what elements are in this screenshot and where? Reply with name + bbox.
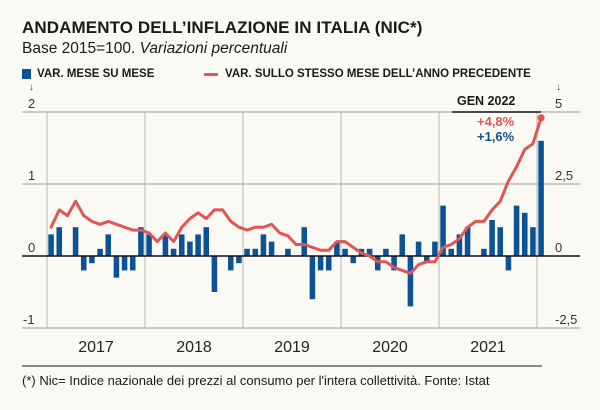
right-tick-label: 0 (555, 240, 563, 255)
bar (121, 256, 128, 271)
chart-subtitle: Base 2015=100. Variazioni percentuali (22, 40, 287, 58)
bar (415, 241, 422, 256)
bar (97, 248, 103, 256)
bar (227, 256, 234, 271)
bar (195, 234, 201, 256)
footnote: (*) Nic= Indice nazionale dei prezzi al … (22, 373, 490, 388)
legend-swatch-line-icon (204, 72, 218, 76)
bar (366, 248, 373, 256)
chart-title: ANDAMENTO DELL’INFLAZIONE IN ITALIA (NIC… (22, 18, 423, 37)
legend-item-yoy: VAR. SULLO STESSO MESE DELL’ANNO PRECEDE… (204, 68, 531, 80)
bar (203, 227, 210, 256)
yoy-endpoint-marker (537, 114, 545, 122)
right-tick-label: 2,5 (555, 168, 574, 183)
bar (383, 248, 389, 256)
bar (48, 234, 54, 256)
bar (334, 241, 340, 256)
legend-label-mom: VAR. MESE SU MESE (37, 68, 155, 80)
bar (538, 140, 544, 256)
left-tick-label: -1 (23, 312, 35, 327)
bar (268, 241, 275, 256)
subtitle-base: Base 2015=100. (22, 40, 136, 57)
bar (350, 256, 357, 264)
subtitle-italic: Variazioni percentuali (139, 40, 288, 57)
bar (178, 234, 185, 256)
left-tick-label: 2 (28, 96, 36, 111)
x-tick-label: 2021 (470, 339, 506, 356)
annotation-date: GEN 2022 (457, 94, 516, 108)
bar (456, 234, 463, 256)
bar (89, 256, 95, 264)
bar (423, 256, 430, 264)
bar (521, 212, 528, 256)
x-tick-label: 2017 (78, 339, 114, 356)
bar (80, 256, 87, 271)
left-tick-label: 0 (28, 240, 36, 255)
bar (56, 227, 63, 256)
bar (129, 256, 136, 271)
bar (505, 256, 512, 271)
yoy-line (49, 116, 543, 275)
bar (162, 234, 169, 256)
x-tick-label: 2020 (372, 339, 408, 356)
bar (301, 227, 308, 256)
right-tick-label: 5 (555, 96, 563, 111)
bar (481, 248, 487, 256)
bar (260, 234, 267, 256)
bar (448, 248, 455, 256)
bar (146, 234, 152, 256)
bar (317, 256, 324, 271)
bar (464, 227, 471, 256)
bar (309, 256, 316, 300)
bar (285, 248, 291, 256)
bar (399, 234, 406, 256)
right-axis-arrow-icon: ↓ (556, 82, 561, 93)
left-tick-label: 1 (28, 168, 36, 183)
bar (391, 256, 397, 271)
bar (236, 256, 242, 264)
annotation-mom-value: +1,6% (477, 129, 515, 144)
legend-item-mom: VAR. MESE SU MESE (22, 68, 154, 80)
right-tick-label: -2,5 (555, 312, 578, 327)
bar (72, 227, 79, 256)
bar (489, 220, 495, 256)
left-axis-arrow-icon: ↓ (29, 82, 34, 93)
bar (211, 256, 218, 292)
bar (407, 256, 414, 307)
bar (105, 234, 112, 256)
bar (138, 227, 144, 256)
bar (440, 205, 446, 256)
bar (325, 256, 332, 271)
bar (244, 248, 250, 256)
bar (432, 241, 438, 256)
legend-label-yoy: VAR. SULLO STESSO MESE DELL’ANNO PRECEDE… (225, 68, 531, 80)
bar (530, 227, 536, 256)
legend-swatch-bar-icon (22, 69, 31, 79)
x-tick-label: 2019 (274, 339, 310, 356)
bar (342, 248, 348, 256)
x-tick-label: 2018 (176, 339, 212, 356)
bar (187, 241, 193, 256)
bar (252, 248, 259, 256)
bar (170, 248, 177, 256)
footnote-separator (22, 365, 542, 367)
annotation-yoy-value: +4,8% (477, 114, 515, 129)
bar (113, 256, 120, 278)
bar (497, 227, 504, 256)
bar (513, 205, 520, 256)
